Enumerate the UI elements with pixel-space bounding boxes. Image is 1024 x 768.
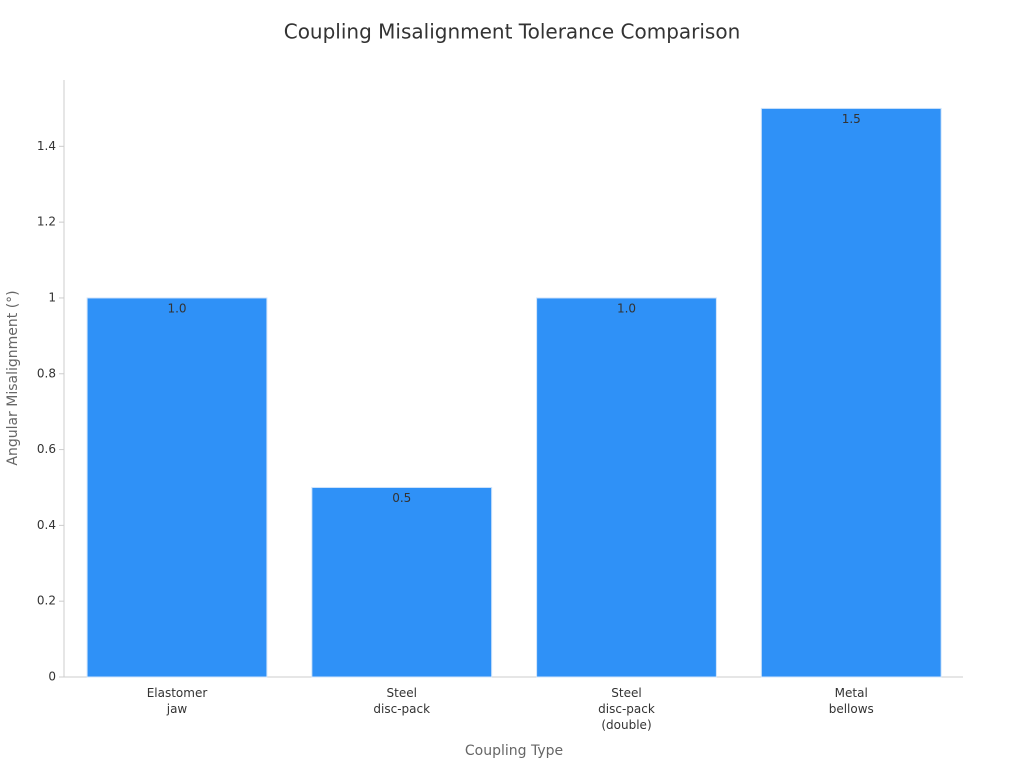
x-tick-label: Metal bellows [829, 686, 874, 716]
y-tick-label: 0 [48, 670, 56, 684]
y-tick-label: 1.2 [37, 215, 56, 229]
y-axis-label: Angular Misalignment (°) [5, 290, 21, 465]
y-tick-label: 1 [48, 290, 56, 304]
value-label: 0.5 [392, 491, 411, 505]
x-tick-label: Steel disc-pack [373, 686, 430, 716]
x-axis-label: Coupling Type [465, 743, 563, 759]
bar [536, 297, 717, 678]
y-tick-label: 0.4 [37, 518, 56, 532]
bar [86, 297, 268, 678]
x-tick-label: Steel disc-pack (double) [598, 686, 655, 732]
y-tick-label: 0.8 [37, 366, 56, 380]
y-tick-label: 1.4 [37, 139, 56, 153]
value-label: 1.5 [842, 112, 861, 126]
x-tick-label: Elastomer jaw [147, 686, 208, 716]
bar [760, 107, 942, 678]
chart-title: Coupling Misalignment Tolerance Comparis… [284, 20, 741, 44]
value-label: 1.0 [617, 301, 636, 315]
bar [311, 486, 493, 678]
y-tick-label: 0.6 [37, 442, 56, 456]
value-label: 1.0 [167, 301, 186, 315]
y-tick-label: 0.2 [37, 594, 56, 608]
